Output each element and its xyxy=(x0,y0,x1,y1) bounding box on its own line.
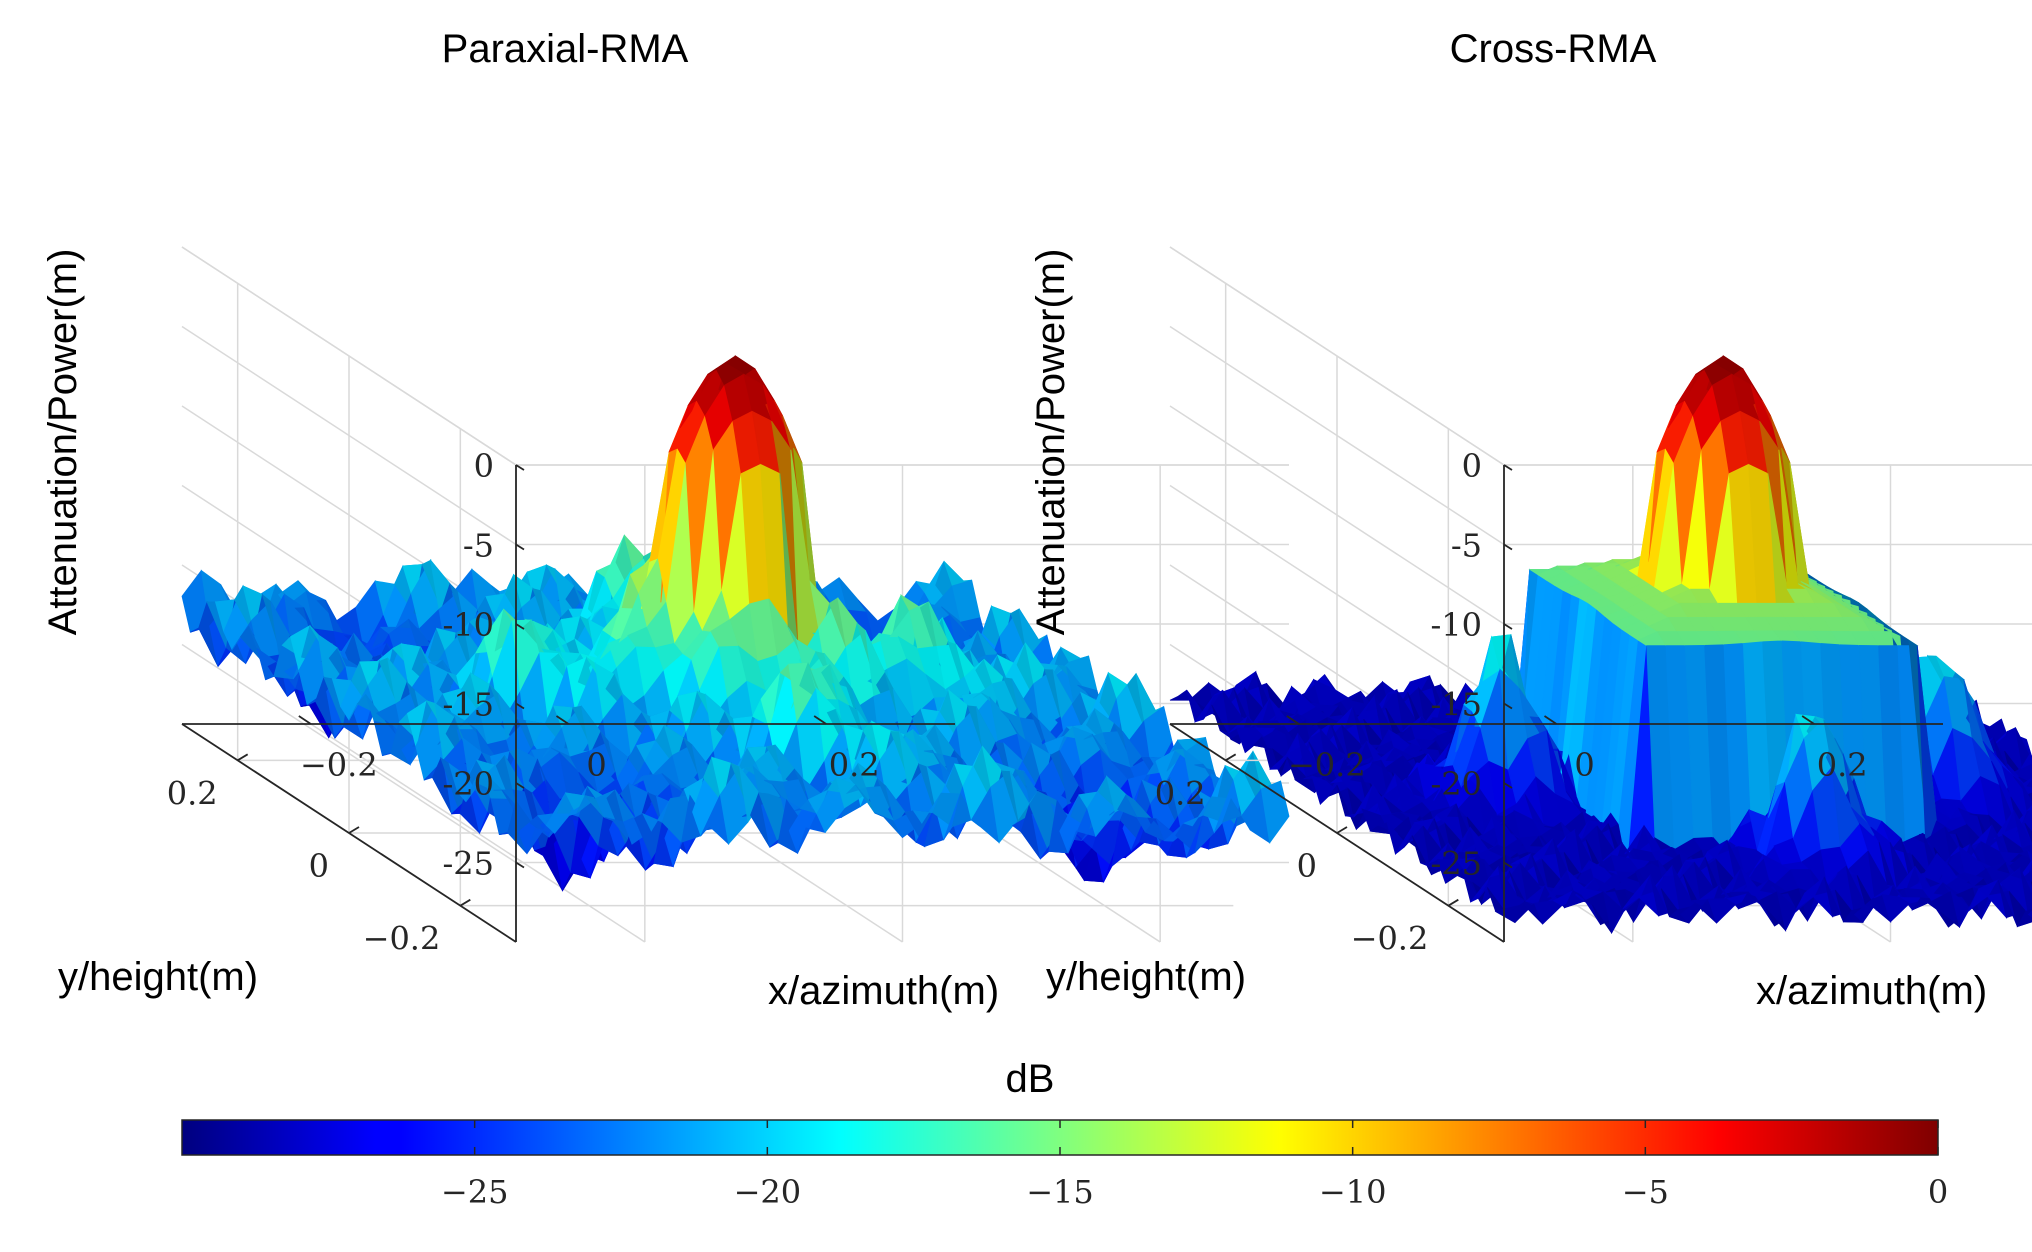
x-tick xyxy=(1544,715,1557,725)
z-tick xyxy=(1503,861,1513,869)
cross-rma-panel: 0-5-10-15-20-25−0.200.2−0.2 0 0.2 Cross-RM… xyxy=(1029,27,2032,1013)
colorbar-tick-label: −15 xyxy=(1026,1173,1094,1211)
y-tick xyxy=(459,898,471,907)
y-tick-label: −0.2 xyxy=(363,920,441,958)
z-tick-label: -15 xyxy=(1430,686,1482,724)
y-tick-label: 0 xyxy=(309,847,329,885)
z-tick-label: 0 xyxy=(1462,447,1482,485)
paraxial-rma-title: Paraxial-RMA xyxy=(442,27,689,71)
box-edge xyxy=(181,246,517,466)
colorbar-tick-label: −10 xyxy=(1319,1173,1387,1211)
surface-facet xyxy=(2013,776,2032,804)
z-tick xyxy=(1503,702,1513,710)
cross-rma-title: Cross-RMA xyxy=(1450,27,1657,71)
z-tick-label: -10 xyxy=(1430,606,1482,644)
z-tick-label: -20 xyxy=(1430,765,1482,803)
z-tick-label: -5 xyxy=(1451,527,1482,565)
colorbar-tick-label: 0 xyxy=(1928,1173,1948,1211)
z-tick-label: -25 xyxy=(442,845,494,883)
surface-facet xyxy=(2026,805,2032,812)
z-tick xyxy=(1503,623,1513,630)
z-tick xyxy=(515,702,525,710)
x-tick xyxy=(298,715,312,725)
surface-facet xyxy=(2013,810,2032,850)
colorbar-tick-label: −5 xyxy=(1622,1173,1669,1211)
z-tick-label: -15 xyxy=(442,686,494,724)
surface-facet xyxy=(1533,900,1563,925)
y-tick xyxy=(1225,753,1237,762)
cross-rma-z-axis-label: Attenuation/Power(m) xyxy=(1029,249,1073,636)
cross-rma-y-axis-label: y/height(m) xyxy=(1046,955,1246,999)
surface-facet xyxy=(2027,910,2032,918)
colorbar-tick-label: −25 xyxy=(441,1173,509,1211)
surface-facet xyxy=(2028,753,2032,766)
x-tick xyxy=(1801,715,1815,725)
x-tick xyxy=(1286,715,1300,725)
surface-facet xyxy=(2020,753,2032,770)
x-tick-label: 0 xyxy=(586,746,606,784)
surface-facet xyxy=(2024,822,2032,844)
x-tick-label: −0.2 xyxy=(300,746,378,784)
z-tick xyxy=(515,543,525,551)
surface-facet xyxy=(2030,881,2032,887)
paraxial-rma-y-axis-label: y/height(m) xyxy=(58,955,258,999)
x-tick-label: 0.2 xyxy=(1817,746,1868,784)
z-tick xyxy=(515,861,525,869)
surface-facet xyxy=(2016,909,2032,928)
z-tick xyxy=(1503,464,1513,471)
y-tick xyxy=(1447,898,1459,907)
grid-line xyxy=(1169,246,2032,466)
colorbar-label: dB xyxy=(1006,1057,1055,1101)
surface-facet xyxy=(2027,850,2032,867)
y-tick-label: 0.2 xyxy=(1155,774,1206,812)
z-tick xyxy=(515,464,525,471)
grid-line xyxy=(1169,325,2032,546)
surface-facet xyxy=(2026,779,2032,788)
z-tick xyxy=(515,782,525,789)
colorbar-tick-label: −20 xyxy=(734,1173,802,1211)
z-tick xyxy=(1503,543,1513,551)
x-tick-label: 0 xyxy=(1574,746,1594,784)
y-tick xyxy=(348,826,360,834)
y-tick xyxy=(237,753,249,762)
x-tick-label: 0.2 xyxy=(829,746,880,784)
colorbar: dB −25 −20 −15 −10 −5 0 xyxy=(181,1057,1948,1211)
z-tick-label: -20 xyxy=(442,765,494,803)
paraxial-rma-panel: 0-5-10-15-20-25−0.200.2−0.2 0 0.2 Paraxial… xyxy=(41,27,1290,1013)
z-tick xyxy=(1503,782,1513,789)
box-edge xyxy=(1169,246,1505,466)
z-tick-label: -10 xyxy=(442,606,494,644)
paraxial-rma-x-axis-label: x/azimuth(m) xyxy=(768,969,999,1013)
z-tick-label: -25 xyxy=(1430,845,1482,883)
y-tick xyxy=(1336,826,1348,834)
x-tick xyxy=(813,715,827,725)
y-tick-label: 0.2 xyxy=(167,774,218,812)
surface-facet xyxy=(2019,867,2032,916)
cross-rma-x-axis-label: x/azimuth(m) xyxy=(1756,969,1987,1013)
x-tick-label: −0.2 xyxy=(1288,746,1366,784)
z-tick-label: -5 xyxy=(463,527,494,565)
z-tick-label: 0 xyxy=(474,447,494,485)
z-tick xyxy=(515,623,525,630)
y-tick-label: −0.2 xyxy=(1351,920,1429,958)
y-tick-label: 0 xyxy=(1297,847,1317,885)
paraxial-rma-z-axis-label: Attenuation/Power(m) xyxy=(41,249,85,636)
x-tick xyxy=(556,715,569,725)
